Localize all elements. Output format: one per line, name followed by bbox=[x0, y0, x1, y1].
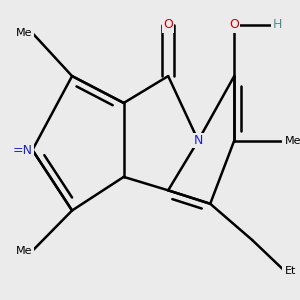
Text: =N: =N bbox=[12, 143, 32, 157]
Text: Me: Me bbox=[16, 28, 32, 38]
Text: Me: Me bbox=[285, 136, 300, 146]
Text: Me: Me bbox=[16, 246, 32, 256]
Text: O: O bbox=[163, 19, 173, 32]
Text: H: H bbox=[273, 19, 282, 32]
Text: O: O bbox=[229, 19, 239, 32]
Text: N: N bbox=[194, 134, 203, 147]
Text: Et: Et bbox=[285, 266, 296, 276]
